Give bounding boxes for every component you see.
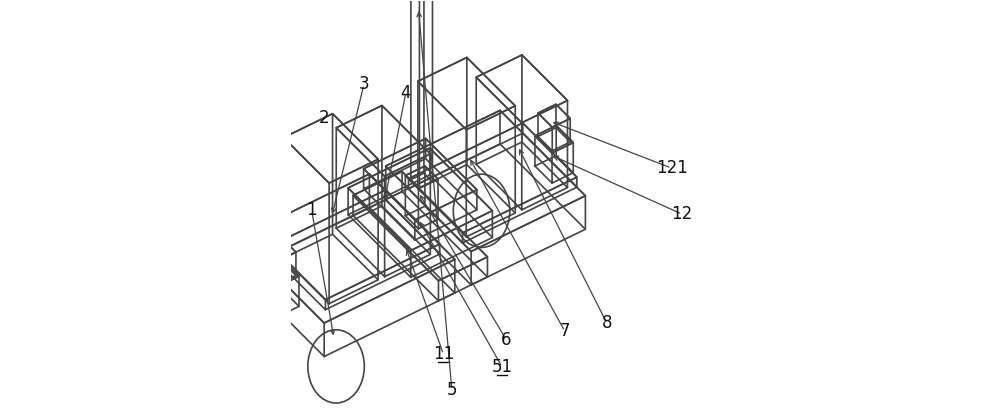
Text: 4: 4 bbox=[401, 84, 411, 102]
Text: 8: 8 bbox=[601, 314, 612, 332]
Text: 121: 121 bbox=[656, 159, 688, 177]
Text: 2: 2 bbox=[319, 109, 329, 127]
Text: 7: 7 bbox=[560, 323, 570, 340]
Text: 3: 3 bbox=[359, 76, 369, 93]
Text: 5: 5 bbox=[447, 381, 457, 399]
Text: 51: 51 bbox=[492, 358, 513, 376]
Text: 6: 6 bbox=[501, 331, 512, 349]
Text: 11: 11 bbox=[433, 345, 454, 363]
Text: 1: 1 bbox=[306, 201, 317, 219]
Text: 12: 12 bbox=[671, 205, 693, 223]
